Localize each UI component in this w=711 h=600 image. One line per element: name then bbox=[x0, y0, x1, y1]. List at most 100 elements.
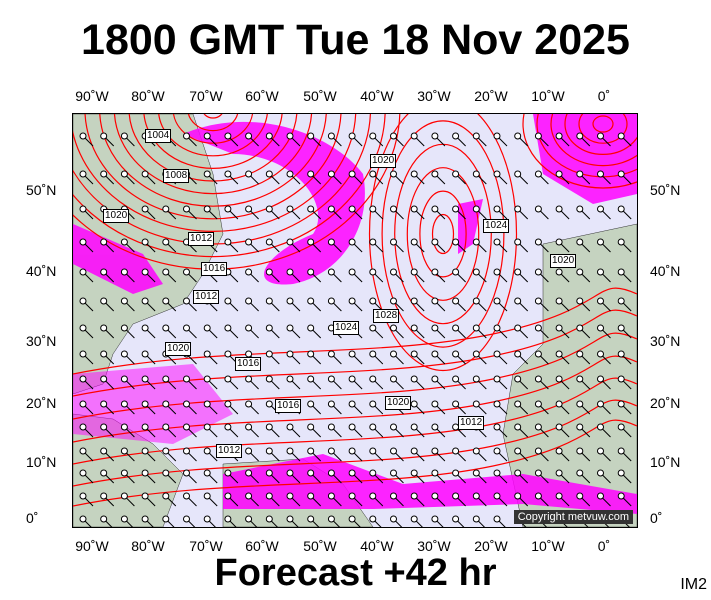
station-circle bbox=[452, 238, 460, 246]
isobar-label: 1016 bbox=[235, 357, 262, 371]
isobar bbox=[143, 114, 283, 169]
station-circle bbox=[472, 297, 480, 305]
station-circle bbox=[493, 132, 501, 140]
station-circle bbox=[265, 170, 273, 178]
station-circle bbox=[162, 238, 170, 246]
station-circle bbox=[203, 132, 211, 140]
station-circle bbox=[597, 297, 604, 305]
station-circle bbox=[245, 515, 253, 523]
station-circle bbox=[472, 268, 480, 276]
station-circle bbox=[555, 268, 563, 276]
station-circle bbox=[493, 350, 501, 358]
station-circle bbox=[369, 297, 377, 305]
station-circle bbox=[100, 515, 108, 523]
station-circle bbox=[100, 132, 108, 140]
station-circle bbox=[307, 205, 315, 213]
station-circle bbox=[534, 205, 542, 213]
image-id: IM2 bbox=[680, 576, 707, 593]
station-circle bbox=[617, 238, 625, 246]
station-circle bbox=[183, 205, 190, 213]
station-circle bbox=[390, 170, 397, 178]
station-circle bbox=[617, 469, 625, 477]
station-circle bbox=[452, 447, 460, 455]
station-circle bbox=[431, 170, 439, 178]
station-circle bbox=[162, 447, 170, 455]
station-circle bbox=[183, 375, 190, 383]
station-circle bbox=[472, 492, 480, 500]
station-circle bbox=[493, 492, 501, 500]
station-circle bbox=[452, 132, 460, 140]
station-circle bbox=[493, 170, 501, 178]
station-circle bbox=[410, 238, 418, 246]
station-circle bbox=[369, 447, 377, 455]
station-circle bbox=[472, 469, 480, 477]
longitude-label: 20˚W bbox=[474, 88, 508, 104]
station-circle bbox=[286, 205, 294, 213]
isobar bbox=[73, 332, 637, 420]
longitude-label: 0˚ bbox=[597, 88, 611, 104]
station-circle bbox=[183, 324, 190, 332]
station-circle bbox=[369, 132, 377, 140]
station-circle bbox=[493, 447, 501, 455]
station-circle bbox=[493, 400, 501, 408]
isobar bbox=[73, 355, 637, 443]
station-circle bbox=[100, 350, 108, 358]
station-circle bbox=[369, 268, 377, 276]
station-circle bbox=[555, 324, 563, 332]
isobar bbox=[419, 190, 467, 278]
longitude-label: 30˚W bbox=[417, 538, 451, 554]
station-circle bbox=[265, 205, 273, 213]
station-circle bbox=[390, 492, 397, 500]
longitude-label: 50˚W bbox=[303, 538, 337, 554]
station-circle bbox=[120, 447, 128, 455]
station-circle bbox=[493, 423, 501, 431]
station-circle bbox=[307, 132, 315, 140]
station-circle bbox=[100, 297, 108, 305]
station-circle bbox=[120, 170, 128, 178]
isobar bbox=[73, 287, 637, 375]
station-circle bbox=[576, 324, 584, 332]
station-circle bbox=[245, 324, 253, 332]
isobar bbox=[592, 115, 614, 133]
station-circle bbox=[597, 324, 604, 332]
station-circle bbox=[410, 515, 418, 523]
station-circle bbox=[514, 492, 522, 500]
station-circle bbox=[120, 324, 128, 332]
station-circle bbox=[79, 515, 87, 523]
station-circle bbox=[327, 350, 335, 358]
station-circle bbox=[307, 515, 315, 523]
latitude-label: 10˚N bbox=[650, 454, 681, 470]
station-circle bbox=[390, 205, 397, 213]
longitude-label: 90˚W bbox=[75, 538, 109, 554]
station-circle bbox=[183, 423, 190, 431]
station-circle bbox=[286, 238, 294, 246]
station-circle bbox=[265, 238, 273, 246]
station-circle bbox=[514, 400, 522, 408]
station-circle bbox=[472, 205, 480, 213]
station-circle bbox=[597, 268, 604, 276]
station-circle bbox=[100, 375, 108, 383]
station-circle bbox=[203, 400, 211, 408]
station-circle bbox=[286, 447, 294, 455]
station-circle bbox=[431, 469, 439, 477]
station-circle bbox=[431, 132, 439, 140]
station-circle bbox=[203, 170, 211, 178]
station-circle bbox=[265, 469, 273, 477]
station-circle bbox=[534, 170, 542, 178]
station-circle bbox=[617, 447, 625, 455]
station-circle bbox=[576, 423, 584, 431]
station-circle bbox=[617, 492, 625, 500]
station-circle bbox=[534, 447, 542, 455]
station-circle bbox=[245, 268, 253, 276]
station-circle bbox=[327, 170, 335, 178]
station-circle bbox=[245, 205, 253, 213]
longitude-label: 90˚W bbox=[75, 88, 109, 104]
longitude-label: 0˚ bbox=[597, 538, 611, 554]
station-circle bbox=[431, 423, 439, 431]
station-circle bbox=[245, 447, 253, 455]
station-circle bbox=[141, 324, 149, 332]
isobar bbox=[522, 114, 637, 189]
station-circle bbox=[410, 447, 418, 455]
isobar bbox=[172, 114, 254, 144]
station-circle bbox=[514, 324, 522, 332]
